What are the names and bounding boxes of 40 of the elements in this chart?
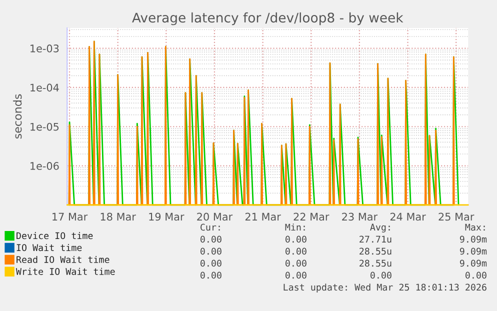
text: 9.09m — [460, 236, 487, 243]
chart-title: Average latency for /dev/loop8 - by week — [132, 12, 404, 26]
text: 0.00 — [200, 248, 222, 255]
text: 0.00 — [200, 260, 222, 267]
legend-label: Device IO time — [16, 232, 93, 240]
text: 9.09m — [460, 248, 487, 255]
text: Last update: Wed Mar 25 18:01:13 2026 — [284, 284, 486, 292]
text: 0.00 — [370, 272, 392, 279]
x-tick-label: 20 Mar — [197, 212, 233, 221]
text: 0.00 — [286, 272, 306, 279]
text: 0.00 — [286, 248, 306, 255]
text: 0.00 — [200, 236, 222, 243]
y-tick-label: 1e-03 — [30, 44, 59, 52]
text: 27.71u — [360, 236, 392, 243]
text: 0.00 — [286, 236, 306, 243]
y-axis-title: seconds — [13, 94, 22, 139]
y-tick-label: 1e-04 — [30, 84, 59, 92]
legend-label: IO Wait time — [16, 244, 82, 252]
y-tick-label: 1e-05 — [30, 122, 59, 131]
x-tick-label: 19 Mar — [149, 212, 184, 221]
text: Cur: — [200, 224, 220, 231]
x-tick-label: 25 Mar — [438, 212, 474, 221]
text: 0.00 — [200, 272, 222, 279]
text: 28.55u — [360, 260, 392, 267]
legend-label: Read IO Wait time — [16, 256, 110, 264]
x-tick-label: 18 Mar — [100, 212, 136, 221]
y-tick-label: 1e-06 — [30, 162, 59, 170]
text: 0.00 — [286, 260, 306, 267]
text: 28.55u — [360, 248, 392, 255]
legend-label: Write IO Wait time — [16, 268, 115, 275]
text: Min: — [285, 224, 305, 231]
text: 9.09m — [460, 260, 487, 267]
x-tick-label: 24 Mar — [390, 212, 426, 221]
x-tick-label: 21 Mar — [245, 212, 281, 221]
x-tick-label: 17 Mar — [52, 212, 88, 221]
text: Avg: — [370, 224, 390, 232]
text: 0.00 — [466, 272, 486, 279]
x-tick-label: 22 Mar — [294, 212, 330, 221]
x-tick-label: 23 Mar — [342, 212, 378, 221]
text: Max: — [465, 224, 485, 231]
